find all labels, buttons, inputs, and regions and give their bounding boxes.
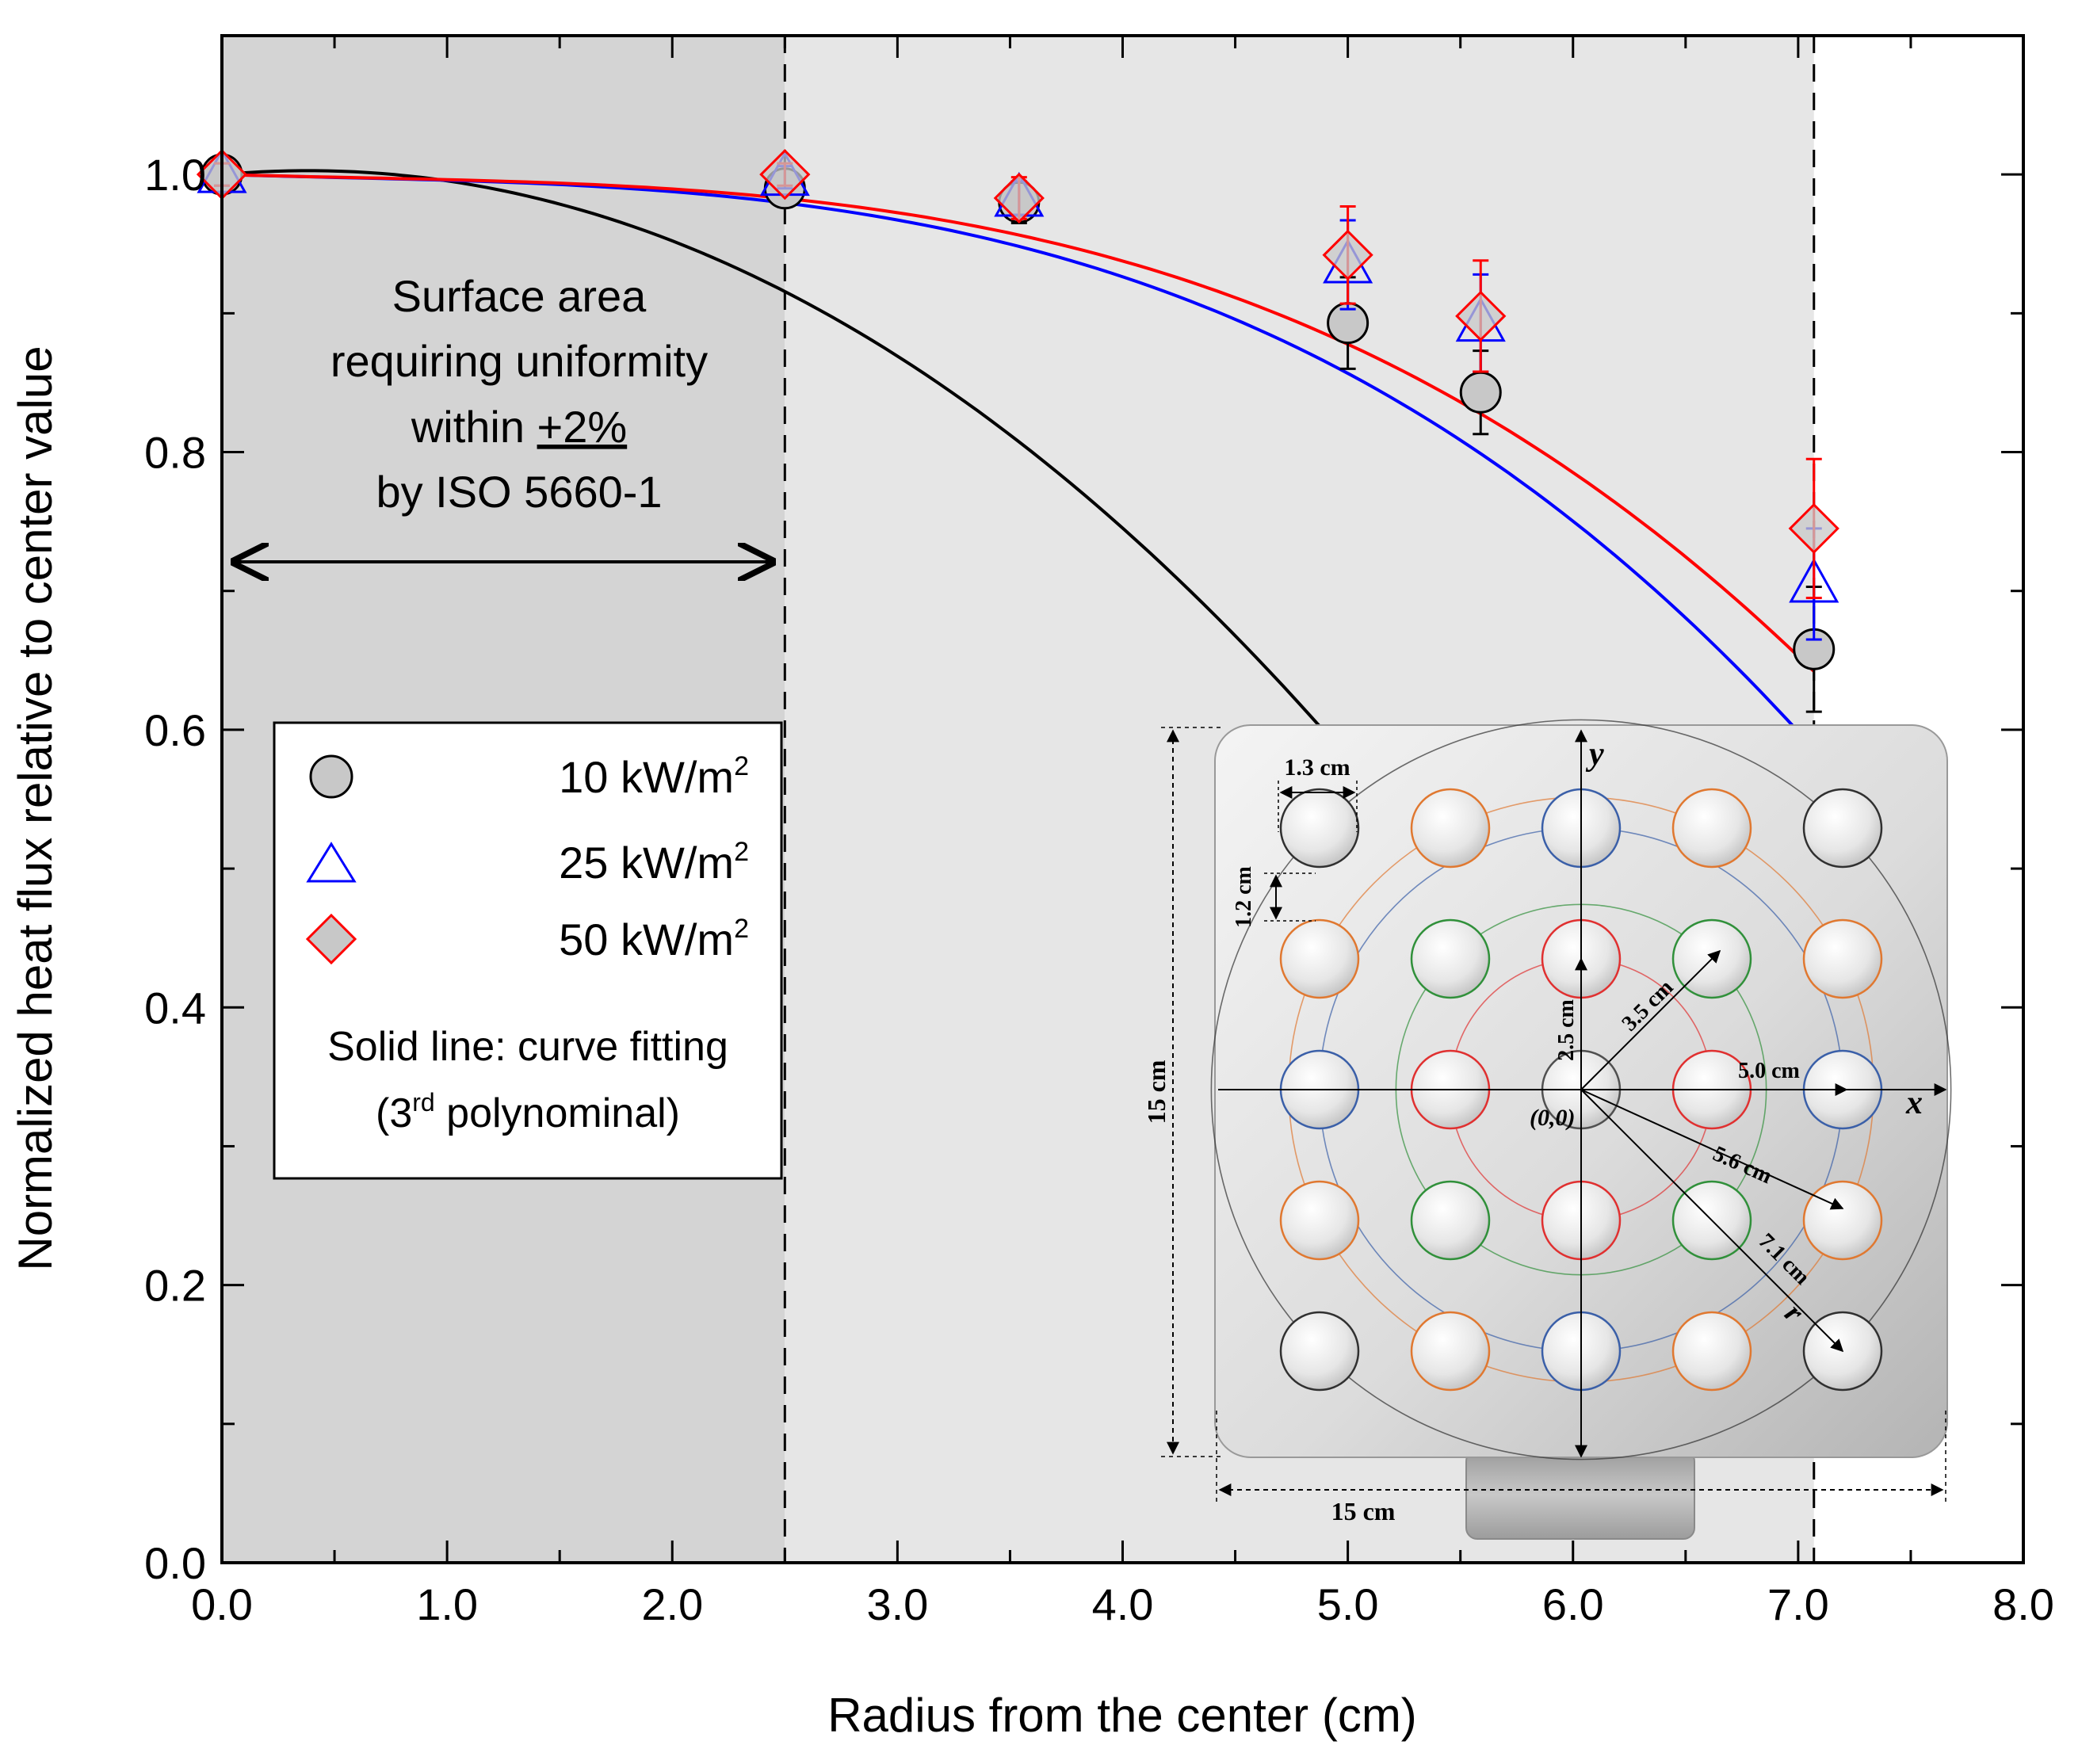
marker-triangle — [1789, 557, 1839, 603]
y-tick-label: 0.0 — [144, 1538, 206, 1588]
annotation-pm-value: +2% — [537, 402, 628, 452]
sensor-hole — [1279, 1180, 1360, 1261]
radius-arrow-5-6 — [1580, 1089, 1844, 1210]
x-tick-labels: 0.0 1.0 2.0 3.0 4.0 5.0 6.0 7.0 8.0 — [191, 1579, 2054, 1629]
sensor-hole — [1410, 1311, 1491, 1392]
dim-side-v-label: 15 cm — [1142, 1060, 1171, 1124]
legend-entry-10: 10 kW/m2 — [309, 751, 749, 802]
x-tick-label: 3.0 — [866, 1579, 928, 1629]
legend-note-line-1: Solid line: curve fitting — [327, 1024, 728, 1070]
sensor-hole — [1279, 788, 1360, 869]
x-tick-label: 1.0 — [416, 1579, 478, 1629]
marker-diamond — [1788, 502, 1839, 555]
marker-diamond — [1322, 229, 1373, 281]
legend-entry-50: 50 kW/m2 — [305, 913, 749, 965]
dim-gap-label: 1.2 cm — [1232, 866, 1256, 928]
x-tick-label: 5.0 — [1317, 1579, 1379, 1629]
sensor-hole — [1802, 1180, 1883, 1261]
y-tick-labels: 0.0 0.2 0.4 0.6 0.8 1.0 — [144, 150, 206, 1588]
sensor-hole — [1802, 918, 1883, 999]
legend-entry-25: 25 kW/m2 — [306, 837, 749, 888]
y-tick-label: 1.0 — [144, 150, 206, 200]
legend-marker-diamond — [305, 913, 357, 965]
data-points — [196, 148, 1839, 713]
legend-note-line-2: (3rd polynominal) — [376, 1088, 680, 1136]
dim-side-h-label: 15 cm — [1331, 1497, 1396, 1525]
y-tick-label: 0.2 — [144, 1261, 206, 1311]
legend-label-10: 10 kW/m2 — [559, 751, 749, 802]
annotation-line-1: Surface area — [392, 271, 647, 321]
annotation-within: within — [411, 402, 537, 452]
inset-plate-diagram: y x (0,0) 2.5 cm 3.5 cm 5.0 cm 5.6 cm 7.… — [1142, 719, 1952, 1540]
sensor-hole — [1279, 918, 1360, 999]
legend-marker-triangle — [306, 842, 357, 883]
marker-diamond — [759, 149, 811, 200]
radius-arrow-7-1 — [1580, 1089, 1844, 1353]
sensor-hole — [1410, 1180, 1491, 1261]
x-axis-label: Radius from the center (cm) — [827, 1689, 1417, 1742]
sensor-hole — [1802, 788, 1883, 869]
annotation-line-4: by ISO 5660-1 — [376, 467, 662, 517]
annotation-line-3: within +2% — [411, 402, 627, 452]
plot-frame — [220, 34, 2025, 1564]
sensor-hole — [1279, 1311, 1360, 1392]
uniformity-annotation: Surface area requiring uniformity within… — [330, 271, 708, 517]
x-tick-label: 7.0 — [1767, 1579, 1829, 1629]
radius-arrow-3-5 — [1580, 949, 1721, 1090]
x-tick-label: 6.0 — [1542, 1579, 1604, 1629]
plate-base — [1465, 1449, 1695, 1540]
sensor-hole — [1671, 788, 1752, 869]
marker-diamond — [993, 172, 1045, 224]
y-tick-label: 0.8 — [144, 428, 206, 478]
x-tick-label: 8.0 — [1992, 1579, 2054, 1629]
y-tick-label: 0.6 — [144, 705, 206, 755]
y-axis-label: Normalized heat flux relative to center … — [9, 346, 62, 1270]
x-tick-label: 4.0 — [1092, 1579, 1154, 1629]
x-tick-label: 0.0 — [191, 1579, 253, 1629]
sensor-hole — [1671, 1311, 1752, 1392]
annotation-line-2: requiring uniformity — [330, 336, 708, 386]
legend: 10 kW/m2 25 kW/m2 50 kW/m2 Solid line: c… — [273, 721, 783, 1180]
sensor-hole — [1410, 918, 1491, 999]
legend-label-50: 50 kW/m2 — [559, 914, 749, 964]
legend-label-25: 25 kW/m2 — [559, 837, 749, 888]
legend-marker-circle — [309, 754, 353, 799]
inset-origin-label: (0,0) — [1530, 1105, 1575, 1131]
sensor-hole — [1410, 788, 1491, 869]
marker-circle — [1459, 371, 1502, 414]
dim-hole-label: 1.3 cm — [1284, 754, 1350, 781]
fit-curve — [221, 173, 1816, 673]
radius-label-2-5: 2.5 cm — [1554, 999, 1579, 1061]
inset-x-label: x — [1905, 1085, 1923, 1121]
radius-label-5-0: 5.0 cm — [1738, 1059, 1800, 1083]
y-tick-label: 0.4 — [144, 983, 206, 1033]
x-tick-label: 2.0 — [641, 1579, 703, 1629]
radius-ring — [1210, 719, 1952, 1460]
marker-diamond — [1455, 290, 1507, 342]
legend-box — [273, 721, 783, 1180]
